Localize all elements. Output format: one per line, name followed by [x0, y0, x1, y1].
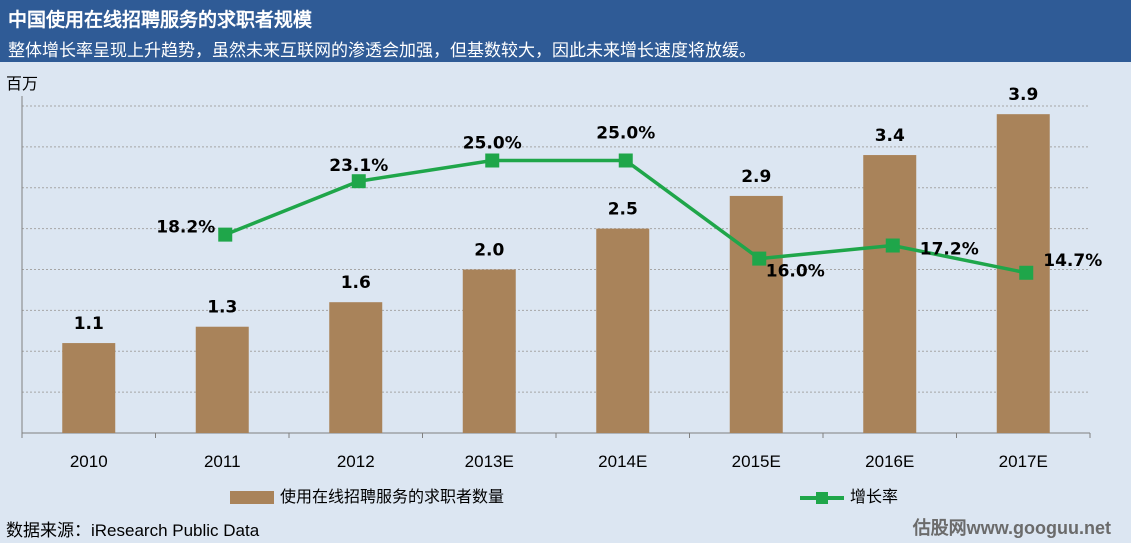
legend-item-bar: 使用在线招聘服务的求职者数量 — [230, 483, 504, 507]
page-title: 中国使用在线招聘服务的求职者规模 — [8, 9, 313, 31]
bar-data-label: 3.4 — [875, 126, 905, 146]
growth-rate-point — [1019, 265, 1034, 280]
growth-rate-label: 23.1% — [329, 156, 388, 176]
watermark: 估股网www.googuu.net — [912, 518, 1111, 538]
growth-rate-label: 17.2% — [920, 240, 979, 260]
header-bar: 中国使用在线招聘服务的求职者规模 整体增长率呈现上升趋势，虽然未来互联网的渗透会… — [0, 0, 1131, 62]
bar-2011 — [195, 326, 249, 433]
growth-rate-point — [485, 153, 500, 168]
bar-data-label: 3.9 — [1008, 85, 1038, 105]
bar-2014E — [596, 228, 650, 433]
bar-data-label: 1.3 — [207, 298, 237, 318]
y-axis-unit-label: 百万 — [6, 74, 39, 93]
growth-rate-label: 25.0% — [596, 124, 655, 144]
growth-rate-point — [618, 153, 633, 168]
bar-2013E — [462, 269, 516, 433]
growth-rate-label: 25.0% — [463, 134, 522, 154]
x-tick-label: 2014E — [598, 452, 647, 471]
bar-data-label: 2.9 — [741, 167, 771, 187]
growth-rate-point — [885, 238, 900, 253]
legend-line-label: 增长率 — [850, 487, 899, 506]
bar-data-label: 2.5 — [608, 200, 638, 220]
growth-rate-label: 18.2% — [156, 218, 215, 238]
x-tick-label: 2013E — [465, 452, 514, 471]
chart-plot: 1.1 1.3 1.6 2.0 2.5 2.9 3.4 3.9 2010 2011 2012 2013… — [21, 85, 1102, 471]
growth-rate-label: 16.0% — [766, 262, 825, 282]
bar-2015E — [729, 195, 783, 433]
bar-2010 — [62, 343, 116, 433]
growth-rate-point — [218, 227, 233, 242]
x-tick-label: 2012 — [337, 452, 375, 471]
legend-item-line: 增长率 — [800, 483, 898, 507]
legend-bar-label: 使用在线招聘服务的求职者数量 — [280, 487, 505, 506]
bar-data-label: 2.0 — [474, 241, 504, 261]
growth-rate-point — [351, 174, 366, 189]
bar-2016E — [863, 155, 917, 434]
x-tick-label: 2017E — [999, 452, 1048, 471]
bar-data-label: 1.1 — [74, 314, 104, 334]
growth-rate-point — [752, 251, 767, 266]
growth-rate-label: 14.7% — [1043, 251, 1102, 271]
bar-data-label: 1.6 — [341, 273, 371, 293]
legend-line-swatch — [800, 491, 844, 504]
x-tick-label: 2011 — [204, 452, 241, 471]
bar-2012 — [329, 302, 383, 433]
x-tick-label: 2016E — [865, 452, 914, 471]
legend-bar-swatch — [230, 491, 274, 504]
page-subtitle: 整体增长率呈现上升趋势，虽然未来互联网的渗透会加强，但基数较大，因此未来增长速度… — [8, 41, 756, 61]
x-tick-label: 2015E — [732, 452, 781, 471]
source-note: 数据来源：iResearch Public Data — [6, 521, 260, 540]
x-tick-label: 2010 — [70, 452, 108, 471]
